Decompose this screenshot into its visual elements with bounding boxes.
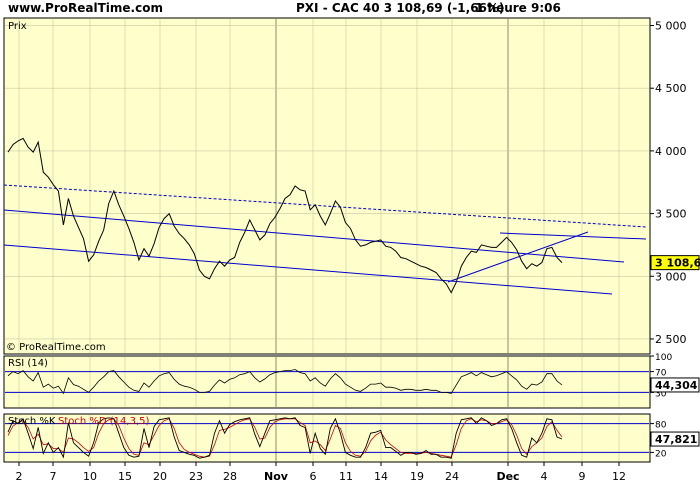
last-rsi-label: 44,304 [655,379,698,392]
stoch-d-line [7,418,563,458]
rsi-tick-label: 30 [655,389,667,399]
last-price-label: 3 108,69 [655,257,700,270]
rsi-tick-label: 70 [655,369,667,379]
middle-channel [3,209,625,263]
rsi-layer [5,369,649,395]
x-tick-label: 10 [83,470,97,483]
last-price-label-box [650,255,700,271]
stoch-tick-label: 80 [655,421,667,431]
support-trendline [447,231,589,283]
stoch-k-line [7,417,563,459]
stoch-d-label: Stoch %D (14,3,5) [58,416,149,427]
price-tick-label: 3 500 [655,208,687,221]
price-panel-label: Prix [8,21,27,32]
price-layer [3,137,647,295]
x-tick-label: 14 [374,470,388,483]
lower-channel [3,244,613,295]
rsi-panel[interactable] [3,355,651,409]
x-tick-label: 7 [50,470,57,483]
watermark: © ProRealTime.com [6,342,106,353]
x-tick-label: 19 [410,470,424,483]
rsi-series-line [7,369,563,395]
price-panel[interactable] [3,17,651,355]
price-tick-label: 4 500 [655,82,687,95]
rsi-panel-label: RSI (14) [8,358,48,369]
x-tick-label: 28 [223,470,237,483]
x-tick-label: 15 [118,470,132,483]
last-stoch-label-box [650,431,700,447]
x-tick-label: 11 [339,470,353,483]
grid-lines [5,19,649,461]
x-tick-label: 12 [612,470,626,483]
price-tick-label: 3 000 [655,270,687,283]
price-tick-label: 5 000 [655,20,687,33]
x-tick-label: Nov [264,470,289,483]
price-series-line [7,137,563,294]
x-tick-label: 20 [153,470,167,483]
x-tick-label: Dec [496,470,519,483]
rsi-tick-label: 100 [655,353,672,363]
x-tick-label: 4 [541,470,548,483]
last-stoch-label: 47,821 [655,433,697,446]
right-channel [499,232,647,240]
stoch-tick-label: 20 [655,449,667,459]
x-tick-label: 24 [445,470,459,483]
price-tick-label: 2 500 [655,333,687,346]
x-tick-label: 9 [579,470,586,483]
last-rsi-label-box [650,377,700,393]
interval-label: 1 heure 9:06 [475,1,561,15]
stoch-layer [5,417,649,459]
site-title[interactable]: www.ProRealTime.com [8,1,163,15]
x-tick-label: 23 [189,470,203,483]
price-tick-label: 4 000 [655,145,687,158]
x-tick-label: 2 [16,470,23,483]
x-tick-label: 6 [310,470,317,483]
stoch-k-label: Stoch %K [8,416,56,427]
instrument-title: PXI - CAC 40 3 108,69 (-1,66%) [296,1,505,15]
upper-dashed-channel [3,184,647,228]
